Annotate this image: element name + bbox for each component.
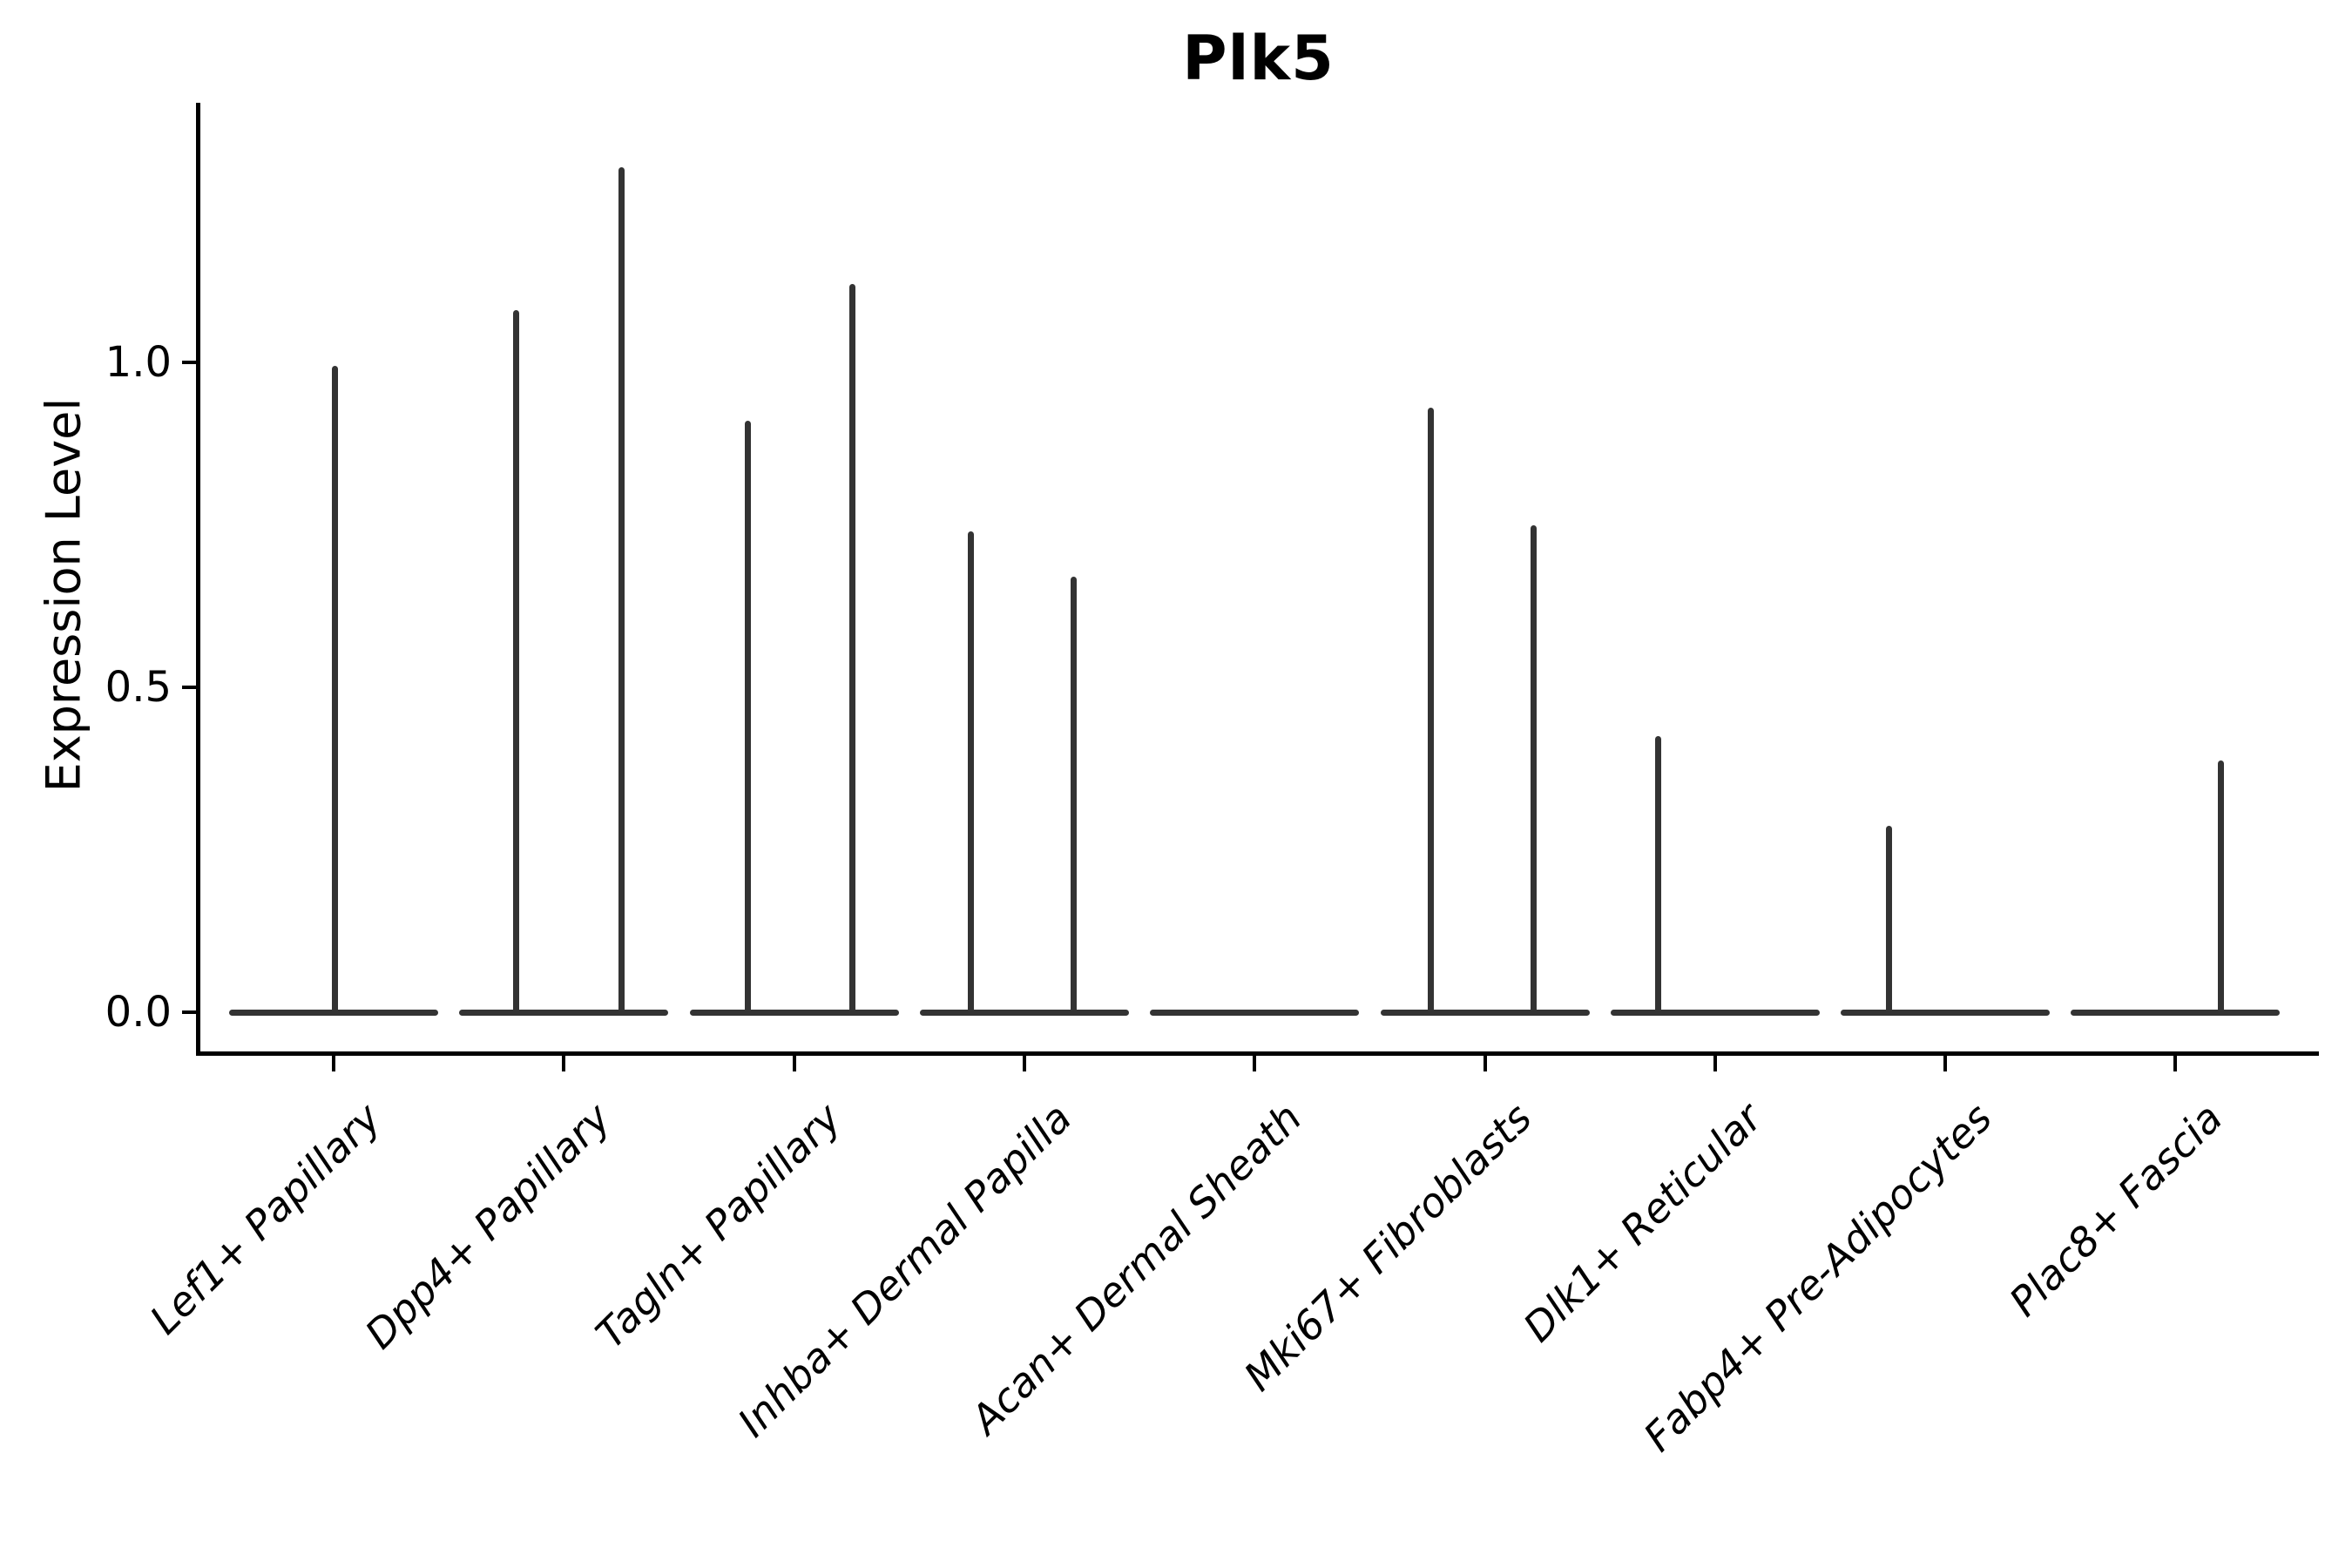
violin-body [1610,1009,1820,1016]
violin-body [1380,1009,1590,1016]
x-tick-mark [1253,1056,1257,1071]
violin-body [1841,1009,2051,1016]
y-tick-mark [182,1010,198,1014]
x-tick-label: Tagln+ Papillary [586,1094,850,1358]
x-axis-spine [196,1051,2319,1056]
x-tick-label: Dpp4+ Papillary [355,1094,620,1358]
x-tick-mark [1483,1056,1487,1071]
y-tick-label: 1.0 [105,338,172,387]
x-tick-label: Dlk1+ Reticular [1514,1094,1771,1351]
violin-spike [745,421,752,1015]
y-tick-label: 0.0 [105,988,172,1037]
y-axis-label: Expression Level [36,397,91,793]
violin-body [919,1009,1129,1016]
y-tick-mark [182,361,198,364]
violin-body [459,1009,669,1016]
y-axis-spine [196,103,200,1056]
x-tick-mark [792,1056,796,1071]
x-tick-mark [332,1056,335,1071]
violin-spike [1531,524,1537,1015]
violin-body [2071,1009,2281,1016]
violin-spike [1885,825,1892,1015]
violin-spike [1071,577,1078,1015]
x-tick-mark [1943,1056,1948,1071]
violin-body [689,1009,899,1016]
violin-spike [1655,735,1662,1015]
x-tick-mark [1713,1056,1717,1071]
violin-spike [968,531,975,1015]
chart-title: Plk5 [1182,23,1335,94]
x-tick-mark [1022,1056,1026,1071]
x-tick-mark [2173,1056,2178,1071]
violin-spike [849,284,856,1015]
violin-spike [1428,408,1434,1015]
x-tick-mark [562,1056,566,1071]
y-tick-mark [182,686,198,689]
violin-spike [512,310,519,1015]
violin-spike [2217,760,2224,1015]
x-tick-label: Lef1+ Papillary [140,1094,390,1343]
y-tick-label: 0.5 [105,663,172,712]
x-tick-label: Plac8+ Fascia [2000,1094,2232,1326]
violin-body [1150,1009,1360,1016]
violin-spike [618,167,625,1015]
violin-spike [331,365,338,1015]
